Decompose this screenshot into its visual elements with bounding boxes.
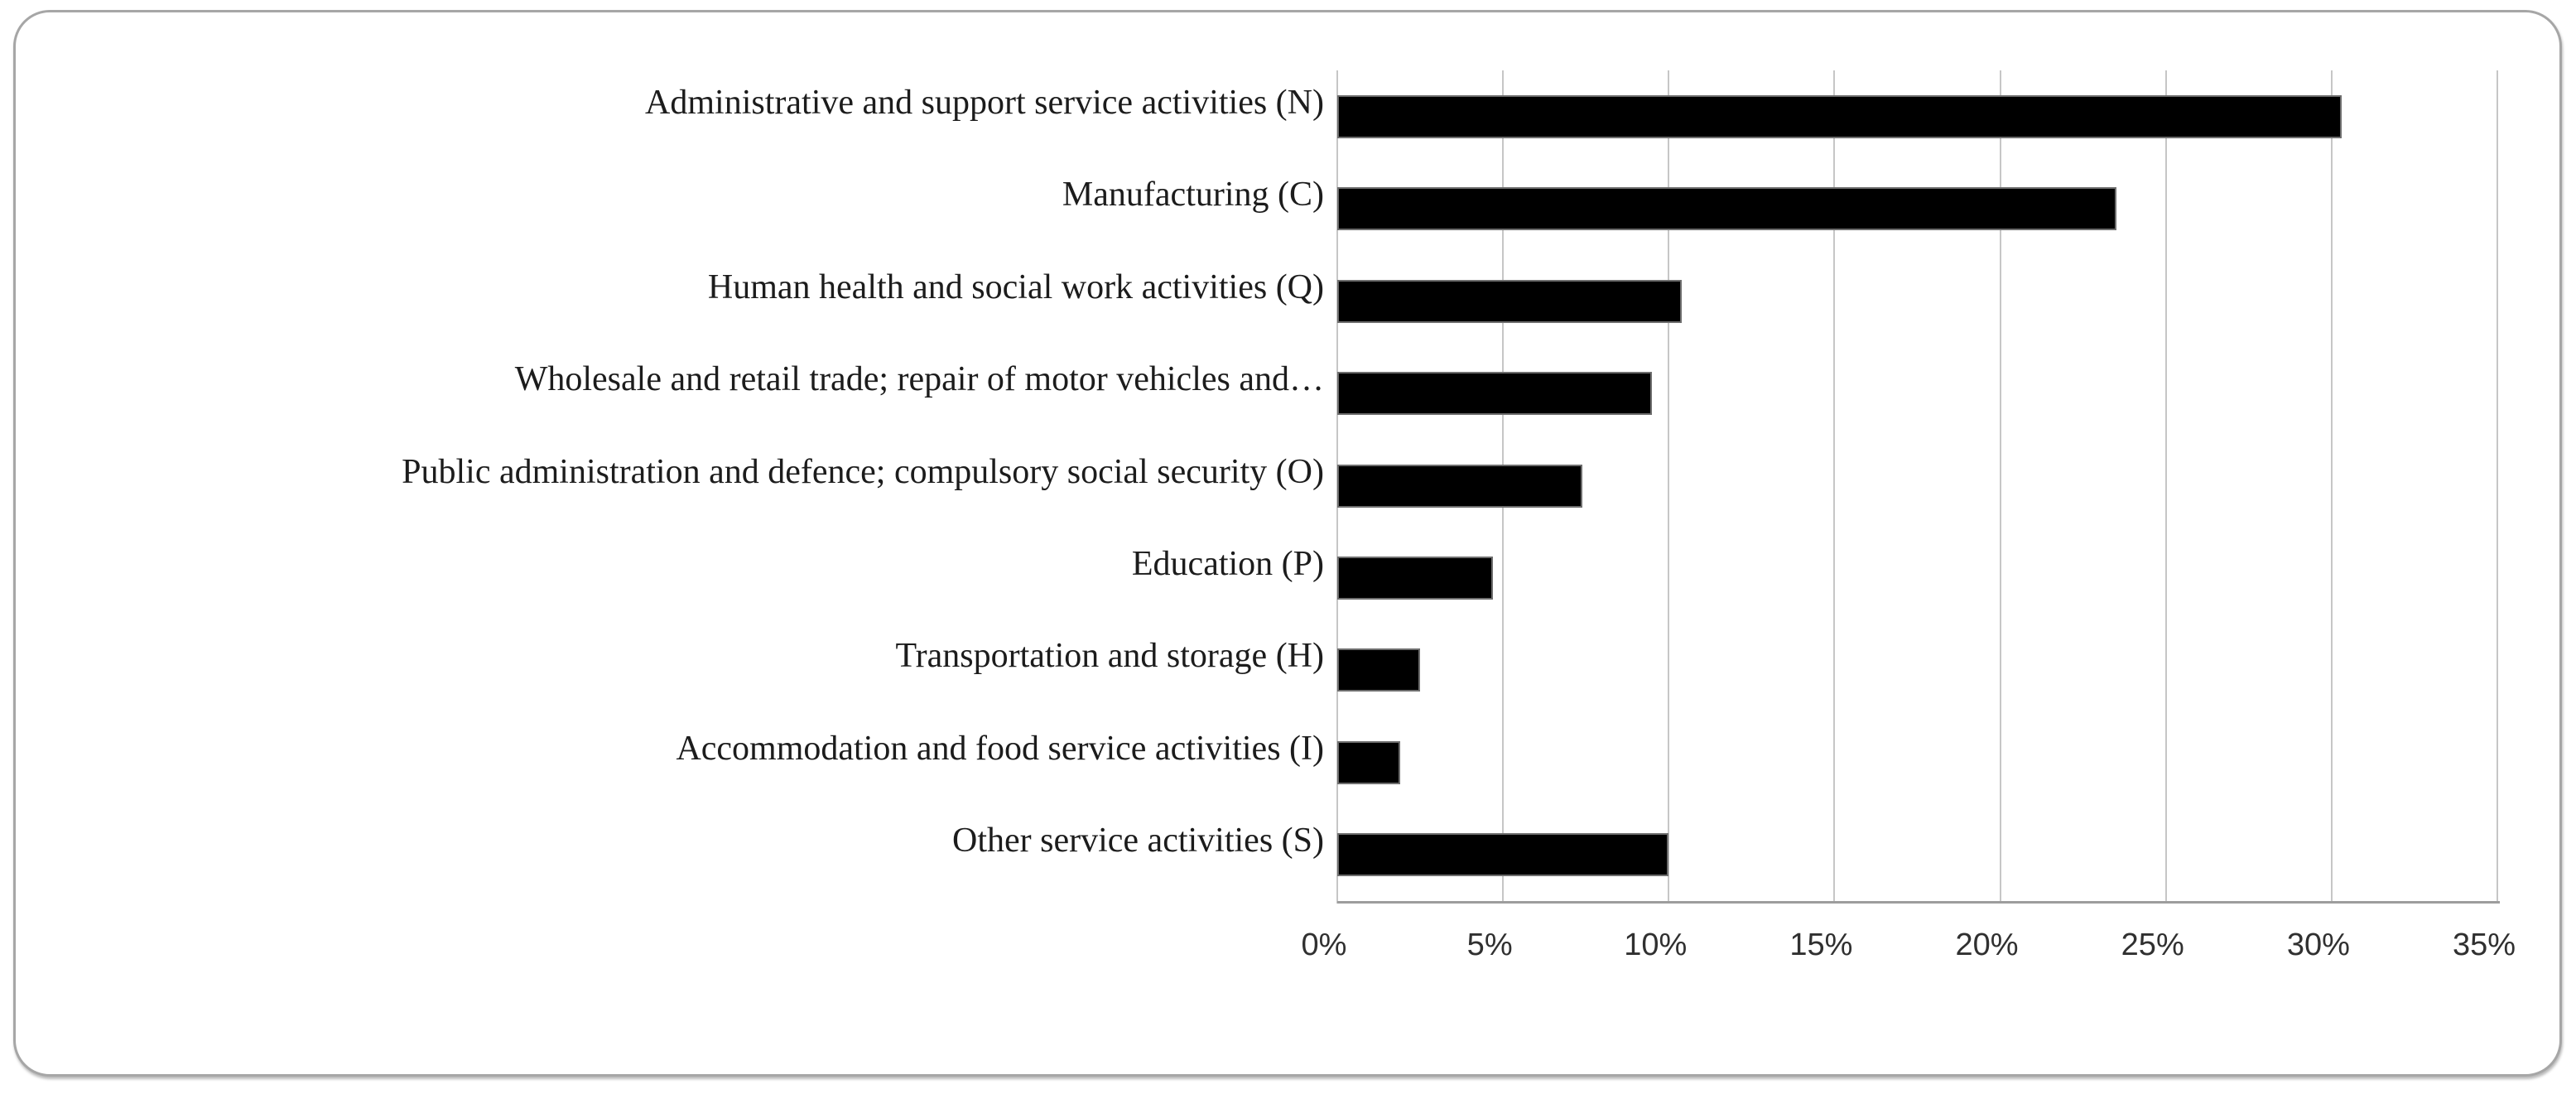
- category-label: Administrative and support service activ…: [645, 83, 1324, 122]
- gridline-15%: [1833, 70, 1836, 904]
- chart-frame: Administrative and support service activ…: [13, 10, 2562, 1077]
- gridline-35%: [2497, 70, 2498, 904]
- gridline-30%: [2330, 70, 2333, 904]
- category-label: Transportation and storage (H): [895, 637, 1324, 676]
- x-tick-label: 35%: [2452, 928, 2516, 962]
- gridline-25%: [2164, 70, 2167, 904]
- x-axis-line: [1337, 901, 2500, 904]
- bar-series-2: [1337, 279, 1682, 323]
- bar-series-1: [1337, 187, 2116, 231]
- gridline-10%: [1668, 70, 1670, 904]
- category-label: Public administration and defence; compu…: [402, 452, 1324, 491]
- category-label: Wholesale and retail trade; repair of mo…: [514, 360, 1324, 399]
- bar-series-7: [1337, 740, 1400, 784]
- bar-series-5: [1337, 556, 1493, 600]
- x-tick-label: 15%: [1789, 928, 1853, 962]
- x-tick-label: 5%: [1466, 928, 1513, 962]
- category-label: Accommodation and food service activitie…: [676, 729, 1324, 768]
- x-tick-label: 10%: [1624, 928, 1688, 962]
- x-tick-label: 20%: [1955, 928, 2019, 962]
- category-label: Other service activities (S): [952, 822, 1324, 860]
- category-label: Manufacturing (C): [1062, 176, 1324, 214]
- bar-series-0: [1337, 94, 2342, 138]
- bar-series-6: [1337, 648, 1420, 692]
- bar-series-4: [1337, 464, 1582, 508]
- plot-area: [1336, 70, 2498, 904]
- category-label: Education (P): [1131, 544, 1324, 583]
- bar-series-8: [1337, 833, 1668, 877]
- bar-series-3: [1337, 372, 1652, 416]
- category-label: Human health and social work activities …: [707, 267, 1324, 306]
- x-tick-label: 0%: [1301, 928, 1347, 962]
- x-tick-label: 25%: [2121, 928, 2184, 962]
- gridline-20%: [1999, 70, 2001, 904]
- x-tick-label: 30%: [2286, 928, 2350, 962]
